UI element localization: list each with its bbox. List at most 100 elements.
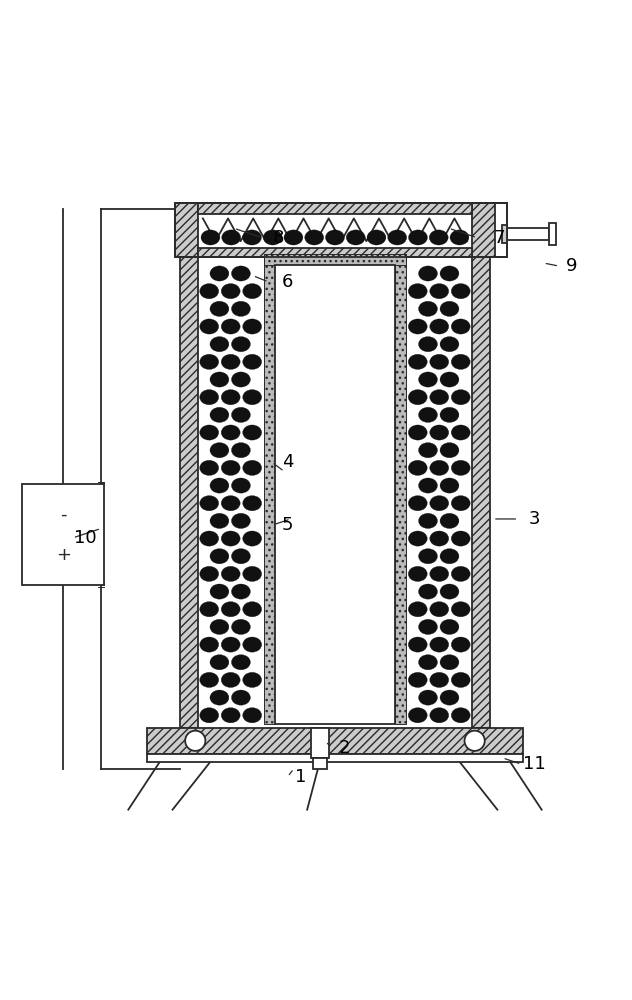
Ellipse shape [210,584,229,599]
Ellipse shape [243,230,262,245]
Ellipse shape [440,513,459,528]
Bar [147,728,523,754]
Ellipse shape [221,672,240,688]
Ellipse shape [418,549,437,564]
Ellipse shape [418,407,437,422]
Ellipse shape [210,407,229,422]
Bar [472,257,490,728]
Text: 1: 1 [295,768,306,786]
Ellipse shape [418,301,437,316]
Ellipse shape [451,284,470,299]
Ellipse shape [243,460,262,475]
Text: 9: 9 [566,257,578,275]
Ellipse shape [408,425,427,440]
Ellipse shape [418,690,437,705]
Text: 3: 3 [528,510,540,528]
Ellipse shape [440,443,459,458]
Ellipse shape [451,460,470,475]
Ellipse shape [418,619,437,634]
Ellipse shape [243,354,262,369]
Ellipse shape [451,390,470,405]
Ellipse shape [200,319,219,334]
Bar [313,758,327,769]
Ellipse shape [451,602,470,617]
Ellipse shape [210,266,229,281]
Text: 2: 2 [339,739,350,757]
Ellipse shape [243,319,262,334]
Bar [147,754,523,762]
Bar [395,254,406,724]
Ellipse shape [221,390,240,405]
Ellipse shape [200,284,219,299]
Ellipse shape [440,337,459,352]
Ellipse shape [430,708,449,723]
Text: 4: 4 [282,453,293,471]
Ellipse shape [408,460,427,475]
Bar [175,203,198,257]
Ellipse shape [451,708,470,723]
Ellipse shape [243,425,262,440]
Ellipse shape [221,602,240,617]
Ellipse shape [243,496,262,511]
Bar [502,225,507,243]
Ellipse shape [451,496,470,511]
Ellipse shape [200,354,219,369]
Ellipse shape [430,496,449,511]
Ellipse shape [221,496,240,511]
Ellipse shape [231,478,250,493]
Ellipse shape [210,690,229,705]
Ellipse shape [243,602,262,617]
Ellipse shape [200,496,219,511]
Ellipse shape [305,230,324,245]
Ellipse shape [418,655,437,670]
Ellipse shape [221,460,240,475]
Ellipse shape [451,566,470,581]
Bar [22,484,104,585]
Ellipse shape [200,390,219,405]
Text: +: + [56,546,71,564]
Ellipse shape [263,230,282,245]
Ellipse shape [418,513,437,528]
Text: 11: 11 [523,755,545,773]
Ellipse shape [200,672,219,688]
Text: 10: 10 [74,529,97,547]
Ellipse shape [346,230,365,245]
Circle shape [185,731,205,751]
Bar [180,257,198,728]
Ellipse shape [440,584,459,599]
Ellipse shape [430,390,449,405]
Ellipse shape [430,425,449,440]
Ellipse shape [451,637,470,652]
Bar [175,203,507,257]
Ellipse shape [231,337,250,352]
Ellipse shape [430,460,449,475]
Ellipse shape [440,549,459,564]
Ellipse shape [210,443,229,458]
Ellipse shape [284,230,303,245]
Bar [507,228,549,240]
Ellipse shape [231,655,250,670]
Ellipse shape [325,230,344,245]
Ellipse shape [408,390,427,405]
Ellipse shape [430,284,449,299]
Bar [198,203,472,214]
Ellipse shape [221,637,240,652]
Ellipse shape [210,337,229,352]
Ellipse shape [429,230,448,245]
Ellipse shape [430,637,449,652]
Ellipse shape [430,566,449,581]
Ellipse shape [440,301,459,316]
Ellipse shape [221,531,240,546]
Ellipse shape [221,425,240,440]
Ellipse shape [408,354,427,369]
Ellipse shape [387,230,407,245]
Ellipse shape [418,372,437,387]
Bar [264,254,406,265]
Bar [311,728,329,758]
Ellipse shape [418,478,437,493]
Text: 7: 7 [494,229,505,247]
Bar [264,254,275,724]
Ellipse shape [408,637,427,652]
Ellipse shape [201,230,220,245]
Text: 8: 8 [272,229,284,247]
